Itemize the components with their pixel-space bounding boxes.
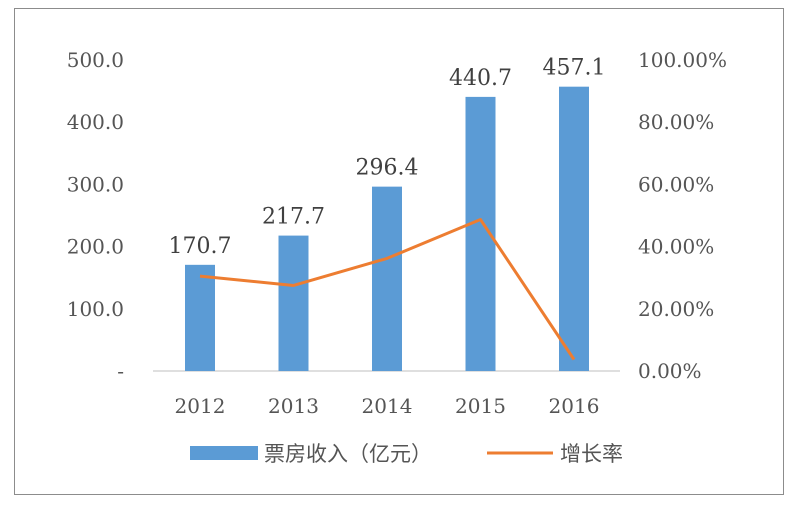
x-tick-label: 2012 xyxy=(175,394,226,418)
right-tick-label: 40.00% xyxy=(638,235,714,259)
legend: 票房收入（亿元） 增长率 xyxy=(190,442,623,466)
bar-value-label: 217.7 xyxy=(262,205,325,230)
bar-value-label: 296.4 xyxy=(356,156,419,181)
left-axis: - 100.0 200.0 300.0 400.0 500.0 xyxy=(67,48,124,383)
bar-value-label: 170.7 xyxy=(169,234,232,259)
bar xyxy=(185,264,215,371)
bar-series xyxy=(185,86,589,372)
x-tick-label: 2014 xyxy=(362,394,413,418)
legend-label-growth: 增长率 xyxy=(560,442,623,466)
left-tick-label: - xyxy=(117,359,124,383)
right-tick-label: 80.00% xyxy=(638,110,714,134)
bar-data-labels: 170.7 217.7 296.4 440.7 457.1 xyxy=(169,56,606,259)
left-tick-label: 400.0 xyxy=(67,110,124,134)
left-tick-label: 100.0 xyxy=(67,297,124,321)
left-tick-label: 300.0 xyxy=(67,172,124,196)
bar-value-label: 457.1 xyxy=(543,56,606,81)
x-tick-label: 2016 xyxy=(549,394,600,418)
right-axis: 0.00% 20.00% 40.00% 60.00% 80.00% 100.00% xyxy=(638,48,727,383)
legend-swatch-revenue xyxy=(190,446,258,460)
x-axis: 2012 2013 2014 2015 2016 xyxy=(175,394,600,418)
right-tick-label: 100.00% xyxy=(638,48,727,72)
growth-rate-line xyxy=(199,218,576,361)
left-tick-label: 200.0 xyxy=(67,235,124,259)
x-tick-label: 2015 xyxy=(455,394,506,418)
right-tick-label: 0.00% xyxy=(638,359,702,383)
bar-value-label: 440.7 xyxy=(449,66,512,91)
right-tick-label: 20.00% xyxy=(638,297,714,321)
bar xyxy=(278,235,309,371)
legend-label-revenue: 票房收入（亿元） xyxy=(264,442,432,466)
bar xyxy=(372,186,402,371)
bar xyxy=(559,86,589,371)
left-tick-label: 500.0 xyxy=(67,48,124,72)
right-tick-label: 60.00% xyxy=(638,172,714,196)
x-tick-label: 2013 xyxy=(268,394,319,418)
